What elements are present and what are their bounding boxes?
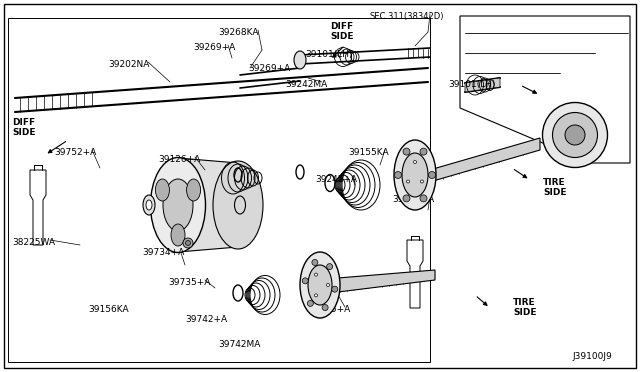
Ellipse shape [312, 259, 318, 266]
Ellipse shape [314, 273, 317, 276]
Text: 39742MA: 39742MA [218, 340, 260, 349]
Ellipse shape [308, 265, 332, 305]
Ellipse shape [403, 195, 410, 202]
Text: 39155KA: 39155KA [348, 148, 388, 157]
Text: 39735+A: 39735+A [168, 278, 211, 287]
Bar [8, 18, 430, 362]
Text: 39752+A: 39752+A [54, 148, 96, 157]
Text: 39242MA: 39242MA [285, 80, 327, 89]
Text: TIRE: TIRE [513, 298, 536, 307]
Ellipse shape [307, 300, 314, 307]
Text: 39101(LH): 39101(LH) [305, 50, 353, 59]
Polygon shape [30, 170, 46, 245]
Ellipse shape [394, 171, 401, 179]
Ellipse shape [429, 171, 435, 179]
Text: DIFF: DIFF [12, 118, 35, 127]
Text: SIDE: SIDE [543, 188, 566, 197]
Text: DIFF: DIFF [330, 22, 353, 31]
Text: SIDE: SIDE [330, 32, 353, 41]
Polygon shape [460, 16, 630, 163]
Ellipse shape [552, 112, 598, 157]
Text: 39269+A: 39269+A [193, 43, 236, 52]
Text: 39242+A: 39242+A [315, 175, 357, 184]
Bar [300, 195, 435, 357]
Text: 38225WA: 38225WA [12, 238, 55, 247]
Polygon shape [178, 158, 238, 252]
Ellipse shape [294, 51, 306, 69]
Ellipse shape [402, 153, 428, 197]
Ellipse shape [213, 161, 263, 249]
Ellipse shape [413, 160, 417, 164]
Text: 39202NA: 39202NA [108, 60, 149, 69]
Ellipse shape [156, 179, 170, 201]
Polygon shape [465, 78, 500, 92]
Polygon shape [240, 68, 300, 88]
Ellipse shape [300, 252, 340, 318]
Polygon shape [8, 18, 430, 362]
Text: 39101(LH): 39101(LH) [448, 80, 495, 89]
Ellipse shape [326, 264, 333, 270]
Text: SEC.311(38342D): SEC.311(38342D) [370, 12, 445, 21]
Ellipse shape [322, 305, 328, 311]
Ellipse shape [314, 294, 317, 297]
Text: J39100J9: J39100J9 [572, 352, 612, 361]
Text: 39156KA: 39156KA [88, 305, 129, 314]
Ellipse shape [326, 283, 330, 286]
Polygon shape [15, 68, 428, 112]
Ellipse shape [420, 195, 427, 202]
Text: 39742+A: 39742+A [185, 315, 227, 324]
Ellipse shape [394, 140, 436, 210]
Ellipse shape [187, 179, 200, 201]
Text: SIDE: SIDE [12, 128, 35, 137]
Ellipse shape [146, 200, 152, 210]
Ellipse shape [171, 224, 185, 246]
Ellipse shape [163, 179, 193, 231]
Ellipse shape [186, 241, 191, 246]
Ellipse shape [143, 195, 155, 215]
Ellipse shape [183, 238, 193, 248]
Ellipse shape [565, 125, 585, 145]
Polygon shape [300, 48, 430, 64]
Text: SIDE: SIDE [513, 308, 536, 317]
Ellipse shape [406, 180, 410, 183]
Ellipse shape [150, 157, 205, 253]
Text: 39125+A: 39125+A [308, 305, 350, 314]
Text: 39269+A: 39269+A [248, 64, 291, 73]
Text: TIRE: TIRE [543, 178, 566, 187]
Ellipse shape [543, 103, 607, 167]
Text: 39126+A: 39126+A [158, 155, 200, 164]
Text: 39734+A: 39734+A [142, 248, 184, 257]
Ellipse shape [302, 278, 308, 284]
Polygon shape [338, 270, 435, 292]
Text: 39234+A: 39234+A [392, 195, 434, 204]
Polygon shape [433, 138, 540, 181]
Ellipse shape [420, 148, 427, 155]
Ellipse shape [403, 148, 410, 155]
Text: 39268KA: 39268KA [218, 28, 259, 37]
Ellipse shape [420, 180, 424, 183]
Ellipse shape [332, 286, 338, 292]
Polygon shape [407, 240, 423, 308]
